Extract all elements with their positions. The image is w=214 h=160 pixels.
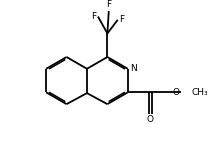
Text: N: N (130, 64, 137, 73)
Text: F: F (106, 0, 111, 9)
Text: CH₃: CH₃ (192, 88, 208, 97)
Text: O: O (172, 88, 180, 97)
Text: F: F (92, 12, 97, 21)
Text: O: O (147, 115, 154, 124)
Text: F: F (119, 15, 124, 24)
